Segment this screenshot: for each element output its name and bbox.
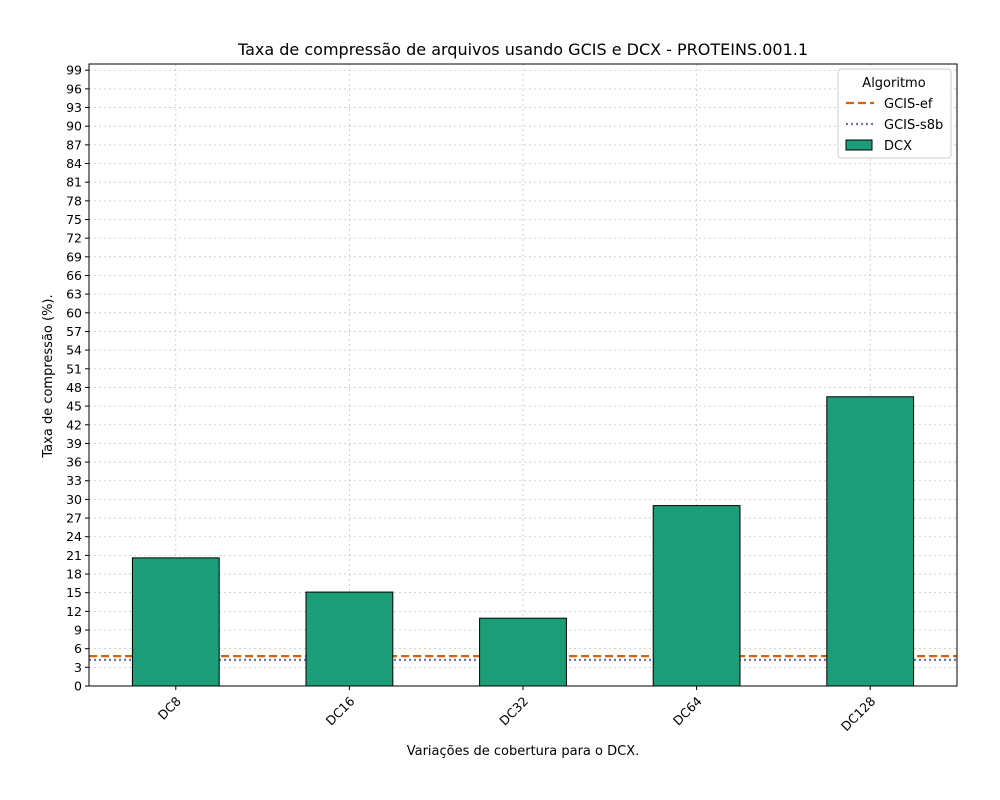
y-tick-label: 42 xyxy=(66,417,82,432)
x-axis-title: Variações de cobertura para o DCX. xyxy=(407,744,640,759)
y-tick-label: 27 xyxy=(66,511,82,526)
legend-swatch-dcx xyxy=(845,139,873,151)
x-tick-label-dc64: DC64 xyxy=(670,693,705,728)
chart-title: Taxa de compressão de arquivos usando GC… xyxy=(237,40,808,59)
x-axis: DC8 DC16 DC32 DC64 DC128 xyxy=(155,686,878,734)
y-tick-label: 36 xyxy=(66,455,82,470)
bar-dc128 xyxy=(826,396,915,687)
y-tick-label: 93 xyxy=(66,100,82,115)
y-axis-title: Taxa de compressão (%). xyxy=(41,294,56,458)
y-tick-label: 84 xyxy=(66,156,82,171)
legend: Algoritmo GCIS-ef GCIS-s8b DCX xyxy=(837,68,952,159)
bar-dc64 xyxy=(652,505,741,687)
legend-title: Algoritmo xyxy=(862,76,925,91)
y-tick-label: 72 xyxy=(66,231,82,246)
y-tick-label: 87 xyxy=(66,137,82,152)
legend-label-dcx: DCX xyxy=(884,139,912,154)
legend-label-gcis-ef: GCIS-ef xyxy=(884,97,933,112)
y-tick-label: 51 xyxy=(66,361,82,376)
y-tick-label: 60 xyxy=(66,305,82,320)
y-tick-label: 90 xyxy=(66,119,82,134)
y-tick-label: 6 xyxy=(74,641,82,656)
grid-layer xyxy=(89,64,957,687)
y-tick-label: 45 xyxy=(66,399,82,414)
y-tick-label: 78 xyxy=(66,193,82,208)
y-tick-label: 57 xyxy=(66,324,82,339)
legend-label-gcis-s8b: GCIS-s8b xyxy=(884,118,943,133)
legend-box xyxy=(837,68,952,159)
x-tick-label-dc8: DC8 xyxy=(155,693,184,722)
y-tick-label: 66 xyxy=(66,268,82,283)
y-tick-label: 63 xyxy=(66,287,82,302)
y-tick-label: 9 xyxy=(74,623,82,638)
y-tick-label: 30 xyxy=(66,492,82,507)
bar-dc8 xyxy=(131,557,220,687)
y-tick-label: 81 xyxy=(66,175,82,190)
y-tick-label: 0 xyxy=(74,679,82,694)
y-tick-label: 24 xyxy=(66,529,82,544)
y-axis: 0369121518212427303336394245485154576063… xyxy=(66,63,89,694)
y-tick-label: 3 xyxy=(74,660,82,675)
y-tick-label: 69 xyxy=(66,249,82,264)
x-tick-label-dc128: DC128 xyxy=(838,693,878,733)
y-tick-label: 12 xyxy=(66,604,82,619)
y-tick-label: 33 xyxy=(66,473,82,488)
bar-dc32 xyxy=(479,617,567,687)
x-tick-label-dc32: DC32 xyxy=(496,694,531,729)
y-tick-label: 75 xyxy=(66,212,82,227)
y-tick-label: 99 xyxy=(66,63,82,78)
y-tick-label: 48 xyxy=(66,380,82,395)
bar-dc16 xyxy=(305,591,394,687)
y-tick-label: 15 xyxy=(66,585,82,600)
y-tick-label: 39 xyxy=(66,436,82,451)
x-tick-label-dc16: DC16 xyxy=(323,693,358,728)
y-tick-label: 18 xyxy=(66,567,82,582)
bars-layer xyxy=(131,396,915,687)
y-tick-label: 21 xyxy=(66,548,82,563)
y-tick-label: 96 xyxy=(66,81,82,96)
y-tick-label: 54 xyxy=(66,343,82,358)
